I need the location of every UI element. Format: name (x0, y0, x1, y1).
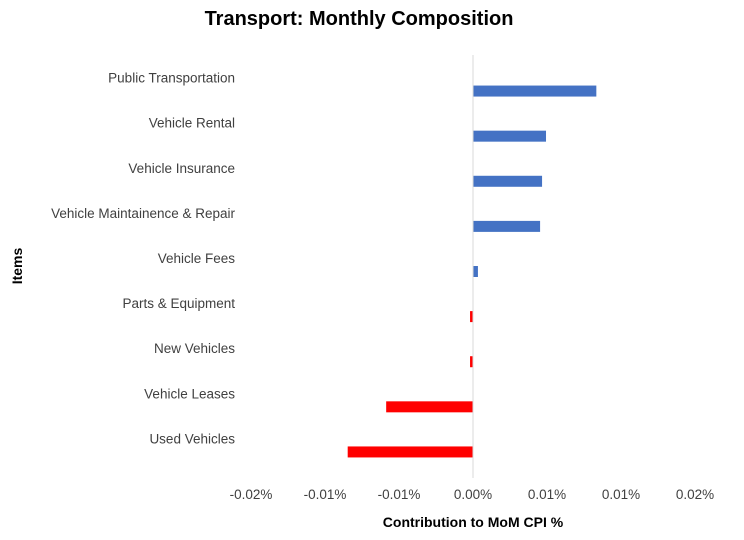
category-label: Used Vehicles (149, 431, 235, 446)
x-tick-labels: -0.02% -0.01% -0.01% 0.00% 0.01% 0.01% 0.02% (230, 487, 715, 502)
category-label: Vehicle Rental (149, 116, 235, 131)
bar (473, 85, 597, 97)
bar (473, 220, 541, 232)
bar (473, 175, 543, 187)
category-label: Vehicle Insurance (128, 161, 235, 176)
x-tick-label: 0.00% (454, 487, 492, 502)
bar (347, 446, 473, 458)
x-tick-label: -0.01% (304, 487, 347, 502)
x-tick-label: 0.02% (676, 487, 714, 502)
x-axis-title: Contribution to MoM CPI % (383, 514, 564, 530)
category-label: Vehicle Leases (144, 386, 235, 401)
category-label: New Vehicles (154, 341, 235, 356)
y-axis-title: Items (9, 248, 25, 285)
category-label: Parts & Equipment (122, 296, 235, 311)
category-label: Vehicle Maintainence & Repair (51, 206, 235, 221)
category-labels: Public Transportation Vehicle Rental Vehic… (51, 71, 235, 447)
bar (473, 130, 547, 142)
bars (347, 85, 597, 458)
x-tick-label: 0.01% (528, 487, 566, 502)
x-tick-label: -0.01% (378, 487, 421, 502)
bar (470, 356, 473, 368)
bar (470, 311, 473, 323)
bar (386, 401, 473, 413)
category-label: Vehicle Fees (158, 251, 236, 266)
x-tick-label: 0.01% (602, 487, 640, 502)
category-label: Public Transportation (108, 71, 235, 86)
x-tick-label: -0.02% (230, 487, 273, 502)
chart-title: Transport: Monthly Composition (205, 8, 514, 30)
bar (473, 266, 478, 277)
